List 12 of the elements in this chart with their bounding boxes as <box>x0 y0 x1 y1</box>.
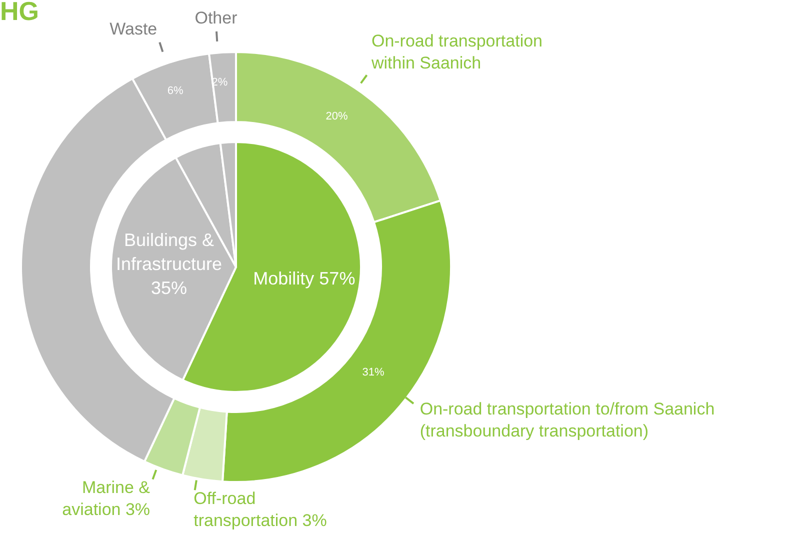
slice-label: Marine & aviation 3% <box>62 478 151 519</box>
slice-label: Mobility 57% <box>253 268 356 288</box>
data-label: 31% <box>362 366 384 378</box>
slice-label: Waste <box>110 20 158 39</box>
slice-label: Other <box>194 8 238 28</box>
slice-label: Off-road transportation 3% <box>194 489 327 530</box>
data-label: 6% <box>167 84 184 97</box>
data-label: 20% <box>326 110 348 122</box>
slice-label: On-road transportation within Saanich <box>370 32 543 73</box>
slice-label: Buildings & Infrastructure 35% <box>116 230 222 298</box>
slice-label: On-road transportation to/from Saanich (transboundary transportation) <box>420 399 715 440</box>
chart-title: HG <box>0 0 39 27</box>
